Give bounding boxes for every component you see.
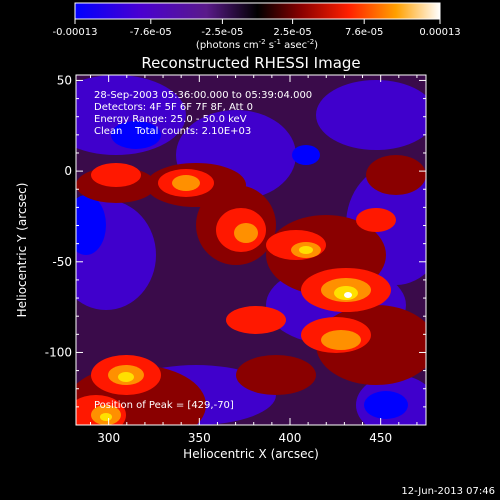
image-blob bbox=[100, 413, 112, 421]
colorbar-labels: -0.00013 -7.6e-05 -2.5e-05 2.5e-05 7.6e-05 0.… bbox=[53, 27, 461, 38]
colorbar-unit: (photons cm-2 s-1 asec-2) bbox=[196, 38, 318, 51]
chart-title: Reconstructed RHESSI Image bbox=[141, 54, 360, 72]
x-axis-ticks: 300 350 400 450 bbox=[90, 75, 418, 445]
y-axis-title: Heliocentric Y (arcsec) bbox=[15, 183, 29, 318]
x-tick-label: 400 bbox=[279, 431, 302, 445]
y-tick-label: -100 bbox=[45, 345, 72, 359]
colorbar bbox=[74, 2, 441, 20]
peak-position-label: Position of Peak = [429,-70] bbox=[94, 400, 234, 411]
image-blob bbox=[299, 246, 313, 254]
y-axis-ticks: 50 0 -50 -100 bbox=[45, 73, 426, 408]
x-axis-title: Heliocentric X (arcsec) bbox=[183, 447, 319, 461]
image-blob bbox=[118, 372, 134, 382]
footer-date: 12-Jun-2013 07:46 bbox=[401, 486, 495, 497]
image-blob bbox=[344, 292, 352, 298]
colorbar-tick-label: 0.00013 bbox=[419, 27, 460, 38]
image-blob bbox=[366, 155, 426, 195]
image-blobs bbox=[76, 75, 426, 425]
annotation-line-energy: Energy Range: 25.0 - 50.0 keV bbox=[94, 114, 247, 125]
annotation-line-detectors: Detectors: 4F 5F 6F 7F 8F, Att 0 bbox=[94, 102, 253, 113]
x-tick-label: 300 bbox=[97, 431, 120, 445]
y-tick-label: 0 bbox=[64, 164, 72, 178]
x-tick-label: 350 bbox=[188, 431, 211, 445]
colorbar-tick-label: -2.5e-05 bbox=[201, 27, 243, 38]
image-blob bbox=[234, 223, 258, 243]
image-blob bbox=[111, 121, 161, 149]
image-blob bbox=[172, 175, 200, 191]
image-blob bbox=[91, 163, 141, 187]
image-blob bbox=[356, 208, 396, 232]
colorbar-tick-label: 7.6e-05 bbox=[345, 27, 383, 38]
x-tick-label: 450 bbox=[369, 431, 392, 445]
image-blob bbox=[226, 306, 286, 334]
colorbar-tick-label: -7.6e-05 bbox=[130, 27, 172, 38]
image-blob bbox=[292, 145, 320, 165]
y-tick-label: -50 bbox=[52, 255, 72, 269]
image-blob bbox=[236, 355, 316, 395]
annotation-block: 28-Sep-2003 05:36:00.000 to 05:39:04.000… bbox=[94, 90, 312, 137]
colorbar-ticks bbox=[74, 19, 441, 24]
annotation-line-counts: Clean Total counts: 2.10E+03 bbox=[94, 126, 251, 137]
image-blob bbox=[321, 330, 361, 350]
colorbar-tick-label: -0.00013 bbox=[53, 27, 98, 38]
image-blob bbox=[364, 391, 408, 419]
image-blob bbox=[316, 80, 426, 150]
image-blob bbox=[76, 195, 106, 255]
colorbar-tick-label: 2.5e-05 bbox=[273, 27, 311, 38]
y-tick-label: 50 bbox=[57, 73, 72, 87]
plot-frame bbox=[75, 74, 427, 426]
annotation-line-time: 28-Sep-2003 05:36:00.000 to 05:39:04.000 bbox=[94, 90, 312, 101]
